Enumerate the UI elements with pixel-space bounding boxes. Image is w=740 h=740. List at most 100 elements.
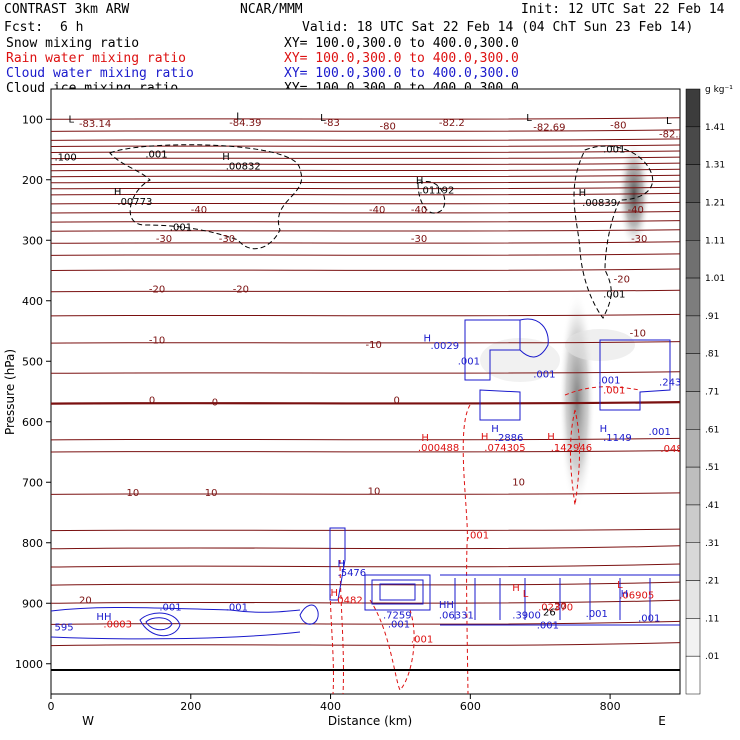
temp-label: 10	[368, 486, 381, 497]
temp-label: -30	[219, 234, 235, 245]
y-tick-label: 200	[22, 174, 43, 187]
rain-label: .06905	[619, 590, 654, 601]
cw-label: H	[491, 424, 499, 435]
isotherm-line	[51, 450, 680, 453]
temp-label: 0	[393, 396, 399, 407]
isotherm-line	[51, 156, 680, 160]
temp-label: -10	[366, 340, 382, 351]
y-tick-label: 500	[22, 355, 43, 368]
temp-label: 0	[149, 396, 155, 407]
field-snow-name: Snow mixing ratio	[6, 36, 140, 51]
isotherm-line	[51, 341, 680, 344]
x-axis-west: W	[82, 714, 94, 728]
colorbar-level: .31	[705, 539, 719, 549]
cloud-water-tower	[329, 527, 346, 601]
rain-label: L	[523, 589, 529, 600]
cloud-water-band-east	[440, 574, 680, 626]
colorbar-swatch	[685, 126, 701, 165]
temp-label: -40	[191, 205, 207, 216]
isotherm-line	[51, 129, 680, 132]
colorbar-swatch	[685, 240, 701, 279]
colorbar-unit: g kg⁻¹	[705, 85, 733, 95]
snow-label: .01192	[419, 186, 454, 197]
isotherm-line	[51, 437, 680, 441]
cw-label: .001	[649, 427, 671, 438]
rain-label: .0003	[103, 619, 132, 630]
snow-contours	[109, 144, 654, 319]
snow-label: .00839	[582, 198, 617, 209]
colorbar-swatch	[685, 580, 701, 619]
y-tick-label: 800	[22, 537, 43, 550]
cloud-water-eddy	[139, 612, 181, 637]
cw-label: .001	[638, 613, 660, 624]
temp-label: -30	[411, 234, 427, 245]
cloud-water-east	[599, 339, 671, 411]
rain-labels: H.000488H.074305H.142946.001.001.001H.04…	[103, 385, 680, 646]
snow-contour-east	[573, 145, 654, 319]
temperature-labels: -83.14 -84.39 -83 -80 -82.2 -82.69 -80 -82.5 -40…	[79, 118, 680, 612]
isotherm-line	[51, 581, 680, 586]
rain-label: H	[481, 432, 489, 443]
ice-light-shading	[480, 338, 560, 382]
rain-label: H	[512, 583, 520, 594]
fcst-label: Fcst:	[4, 20, 44, 35]
cloud-water-cells	[454, 578, 651, 620]
cw-label: .001	[458, 356, 480, 367]
cw-label: HH	[439, 600, 454, 611]
colorbar-level: .61	[705, 425, 719, 435]
rain-label: .001	[467, 531, 489, 542]
colorbar-level: .81	[705, 350, 719, 360]
y-tick-label: 900	[22, 597, 43, 610]
rain-label: .02370	[538, 603, 573, 614]
y-tick-label: 1000	[15, 658, 43, 671]
colorbar-level: .21	[705, 577, 719, 587]
temp-label: -40	[369, 205, 385, 216]
snow-label: L	[526, 113, 532, 124]
temp-label: 20	[79, 595, 92, 606]
cw-label: .5476	[338, 568, 367, 579]
snow-label: H	[222, 152, 230, 163]
colorbar-swatch	[685, 504, 701, 543]
colorbar-swatch	[685, 202, 701, 241]
model-title: CONTRAST 3km ARW	[4, 2, 130, 17]
colorbar-level: 1.41	[705, 123, 725, 133]
cw-label: .0029	[430, 341, 459, 352]
temp-label: -84.39	[229, 118, 261, 129]
temp-label: 0	[212, 397, 218, 408]
snow-label: .001	[145, 149, 167, 160]
temp-label: -20	[149, 284, 165, 295]
rain-label: .000488	[418, 443, 459, 454]
temp-label: 10	[126, 488, 139, 499]
field-cloud-water-xy: XY= 100.0,300.0 to 400.0,300.0	[284, 66, 519, 81]
rain-contour-2	[570, 409, 580, 506]
colorbar-level: .51	[705, 463, 719, 473]
temp-label: -40	[628, 205, 644, 216]
cloud-water-labels: H.0029.001.001.001.243H.2886H.1149.001H.…	[54, 333, 680, 633]
y-axis-title: Pressure (hPa)	[3, 349, 17, 435]
cw-label: .001	[159, 603, 181, 614]
temp-label: -10	[149, 336, 165, 347]
snow-label: L	[320, 113, 326, 124]
colorbar-swatch	[685, 353, 701, 392]
cw-label: .001	[598, 376, 620, 387]
y-tick-label: 600	[22, 416, 43, 429]
isotherm-line	[51, 492, 680, 495]
colorbar-level: 1.11	[705, 236, 725, 246]
temp-label: 10	[512, 477, 525, 488]
colorbar-level: .41	[705, 501, 719, 511]
x-tick-label: 200	[180, 700, 201, 713]
cw-label: .001	[388, 619, 410, 630]
ice-top-shading	[618, 140, 650, 250]
rain-label: .001	[411, 635, 433, 646]
temp-label: -83.14	[79, 119, 111, 130]
isotherm-line	[51, 563, 680, 568]
isotherm-line	[51, 268, 680, 271]
isotherm-line	[51, 545, 680, 550]
isotherm-line	[51, 186, 680, 190]
isotherm-line	[51, 174, 680, 178]
org-label: NCAR/MMM	[240, 2, 303, 17]
isotherm-line	[51, 599, 680, 604]
temp-label: 10	[205, 488, 218, 499]
